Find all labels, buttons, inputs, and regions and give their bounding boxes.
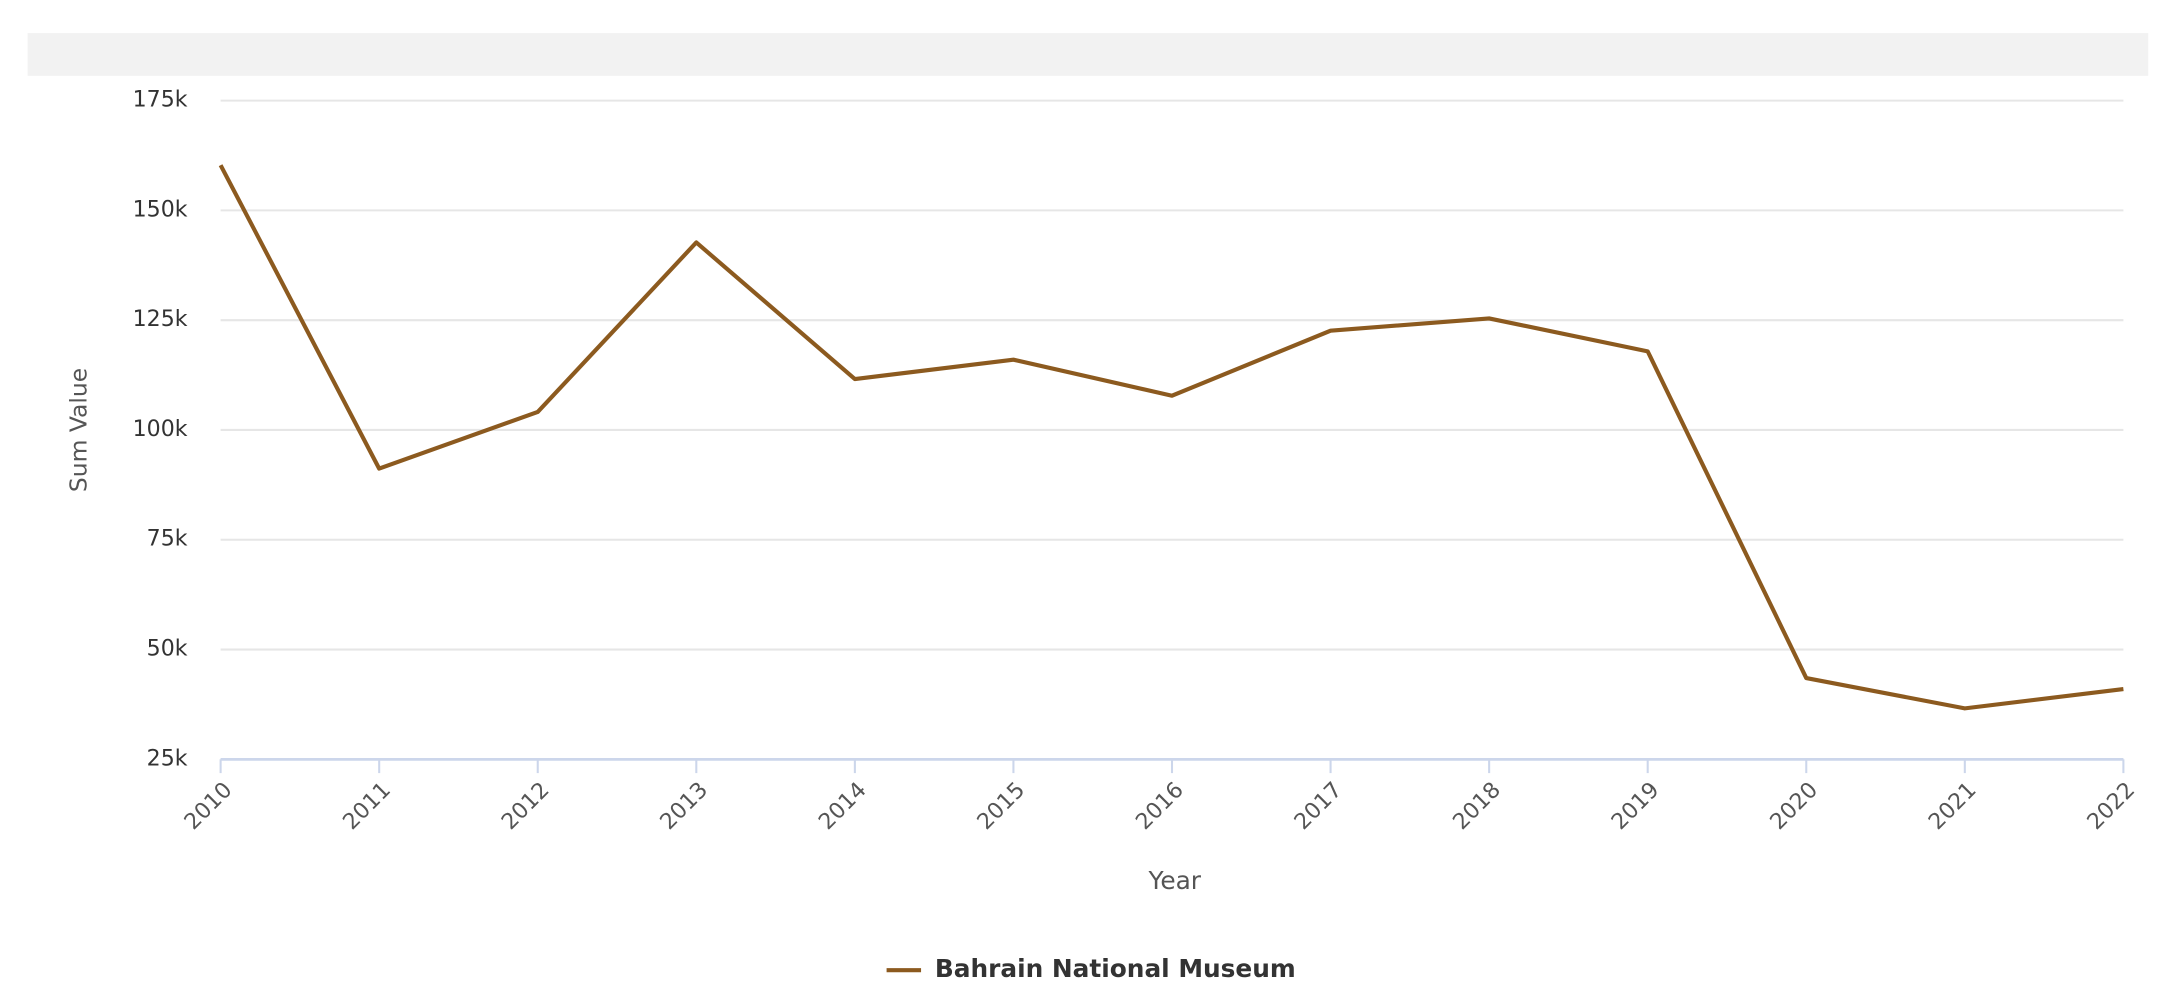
header-bar <box>27 33 2149 76</box>
y-tick-label: 25k <box>147 746 188 771</box>
y-tick-label: 75k <box>147 527 188 552</box>
legend-label: Bahrain National Museum <box>935 954 1296 983</box>
y-tick-label: 150k <box>133 197 188 222</box>
x-tick-label: 2022 <box>2083 778 2140 835</box>
y-tick-label: 125k <box>133 307 188 332</box>
y-tick-label: 50k <box>147 637 188 662</box>
x-tick-label: 2015 <box>973 778 1030 835</box>
x-tick-label: 2011 <box>339 778 396 835</box>
y-axis-title: Sum Value <box>64 368 92 492</box>
y-tick-label: 175k <box>133 88 188 113</box>
x-tick-label: 2020 <box>1766 778 1823 835</box>
data-line <box>218 164 2124 711</box>
x-tick-label: 2014 <box>814 778 871 835</box>
x-tick-label: 2016 <box>1131 778 1188 835</box>
x-tick-label: 2013 <box>656 778 713 835</box>
x-tick-label: 2019 <box>1607 778 1664 835</box>
x-tick-label: 2021 <box>1924 778 1981 835</box>
x-tick-label: 2017 <box>1290 778 1347 835</box>
x-tick-label: 2012 <box>497 778 554 835</box>
x-tick-label: 2018 <box>1449 778 1506 835</box>
x-axis-title: Year <box>1148 866 1202 895</box>
y-tick-label: 100k <box>133 417 188 442</box>
x-tick-label: 2010 <box>180 778 237 835</box>
